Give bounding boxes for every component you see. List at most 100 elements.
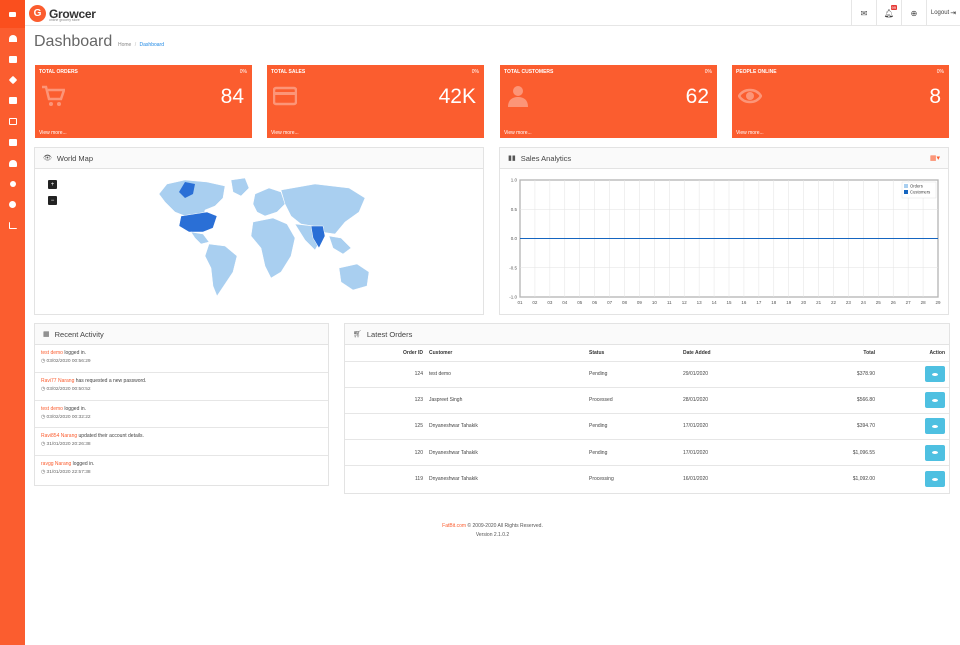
x-tick-label: 04	[562, 300, 568, 305]
messages-button[interactable]: ✉	[851, 0, 876, 26]
x-tick-label: 15	[726, 300, 732, 305]
logout-label: Logout	[930, 10, 950, 16]
logo[interactable]: G Growcer online grocery store	[29, 5, 96, 22]
india-shape	[310, 225, 326, 249]
latest-orders-panel: 🛒︎ Latest Orders Order ID Customer Statu…	[344, 323, 950, 494]
sidebar-item-dashboard[interactable]	[0, 28, 25, 49]
x-tick-label: 12	[682, 300, 688, 305]
envelope-icon: ✉	[860, 8, 868, 18]
notifications-button[interactable]: 🔔︎ 99	[876, 0, 901, 26]
clock-icon: ◷	[41, 359, 47, 364]
stat-label: TOTAL SALES	[271, 69, 306, 75]
x-tick-label: 08	[622, 300, 628, 305]
activity-time: 31/01/2020 22:57:38	[46, 470, 91, 476]
view-order-button[interactable]	[925, 418, 945, 435]
sidebar-item-mail[interactable]	[0, 49, 25, 70]
x-tick-label: 23	[846, 300, 852, 305]
activity-user-link[interactable]: test demo	[41, 405, 63, 412]
view-order-button[interactable]	[925, 471, 945, 488]
stat-label: PEOPLE ONLINE	[736, 69, 777, 75]
activity-text: has requested a new password.	[74, 377, 147, 384]
stat-view-more-link[interactable]: View more...	[504, 130, 532, 136]
order-status: Processed	[589, 387, 683, 414]
australia-shape	[338, 263, 370, 291]
sidebar-item-orders[interactable]	[0, 132, 25, 153]
stat-value: 42K	[438, 85, 476, 108]
eye-icon	[738, 88, 762, 104]
map-zoom-in-button[interactable]: +	[48, 180, 57, 189]
stat-value: 8	[929, 85, 941, 108]
activity-user-link[interactable]: Ravi77 Narang	[41, 377, 75, 384]
cart-icon: 🛒︎	[353, 331, 362, 338]
world-map[interactable]	[145, 176, 375, 306]
order-total: $1,096.55	[771, 439, 875, 467]
stat-label: TOTAL ORDERS	[39, 69, 78, 75]
sidebar-item-reports[interactable]	[0, 215, 25, 236]
activity-item: Ravi854 Narang updated their account det…	[35, 428, 328, 457]
eye-icon: 👁︎	[43, 155, 52, 162]
topbar: G Growcer online grocery store ✉ 🔔︎ 99 ⊕…	[25, 0, 960, 26]
share-icon	[9, 180, 16, 187]
cart-icon	[8, 138, 17, 146]
activity-user-link[interactable]: ravgg Narang	[41, 461, 72, 468]
stat-card-total-customers: TOTAL CUSTOMERS 0% 62 View more...	[500, 65, 717, 138]
col-header-total: Total	[771, 345, 875, 362]
sidebar-item-tags[interactable]	[0, 70, 25, 91]
footer-brand-link[interactable]: FatBit.com	[442, 523, 467, 529]
tags-icon	[8, 75, 17, 85]
recent-activity-title: Recent Activity	[54, 329, 104, 339]
x-tick-label: 07	[607, 300, 613, 305]
breadcrumb-separator: /	[134, 42, 137, 48]
order-customer: Jaspreet Singh	[423, 387, 589, 414]
sales-analytics-title: Sales Analytics	[520, 153, 572, 163]
activity-text: logged in.	[71, 461, 95, 468]
sidebar-item-monitor[interactable]	[0, 111, 25, 132]
sidebar-item-shop[interactable]	[0, 90, 25, 111]
x-tick-label: 24	[861, 300, 867, 305]
app-tagline: online grocery store	[49, 18, 80, 22]
x-tick-label: 28	[921, 300, 927, 305]
sales-chart: 1.0 0.5 0.0 -0.5 -1.001 02 03 04 05 06 07 08 09 10 11 1…	[509, 178, 941, 306]
order-customer: Dnyaneshwar Tahakik	[423, 413, 589, 441]
col-header-status: Status	[589, 345, 683, 362]
stat-card-total-sales: TOTAL SALES 0% 42K View more...	[267, 65, 484, 138]
stat-view-more-link[interactable]: View more...	[39, 130, 67, 136]
order-total: $1,092.00	[852, 476, 875, 483]
breadcrumb-home[interactable]: Home	[118, 42, 132, 48]
stat-view-more-link[interactable]: View more...	[736, 130, 764, 136]
map-zoom-out-button[interactable]: −	[48, 196, 57, 205]
user-icon	[508, 86, 528, 107]
clock-icon: ◷	[41, 442, 47, 448]
activity-user-link[interactable]: Ravi854 Narang	[41, 433, 78, 440]
sidebar-item-share[interactable]	[0, 174, 25, 195]
bar-chart-icon: ▮▮	[508, 155, 516, 162]
view-order-button[interactable]	[925, 392, 945, 409]
activity-time: 03/02/2020 00:50:52	[46, 386, 91, 392]
x-tick-label: 22	[831, 300, 837, 305]
sidebar	[0, 0, 25, 645]
usa-shape	[178, 211, 218, 233]
x-tick-label: 11	[667, 300, 672, 305]
logout-button[interactable]: Logout ⇥	[926, 0, 960, 26]
order-total: $566.80	[771, 387, 875, 414]
clock-icon: ◷	[41, 414, 47, 420]
eye-icon	[932, 372, 938, 376]
shop-icon	[8, 97, 17, 105]
bell-icon: 🔔︎	[883, 8, 895, 18]
x-tick-label: 25	[876, 300, 882, 305]
view-order-button[interactable]	[925, 366, 945, 383]
sidebar-item-settings[interactable]	[0, 194, 25, 215]
view-order-button[interactable]	[925, 444, 945, 461]
stat-label: TOTAL CUSTOMERS	[504, 69, 554, 75]
sidebar-item-users[interactable]	[0, 153, 25, 174]
sidebar-toggle-button[interactable]	[0, 0, 25, 28]
help-button[interactable]: ⊕	[901, 0, 926, 26]
calendar-dropdown-button[interactable]: ▦▾	[929, 155, 940, 162]
activity-user-link[interactable]: test demo	[41, 350, 63, 356]
cart-icon	[42, 85, 65, 106]
stat-value: 84	[220, 85, 244, 108]
activity-item: test demo logged in. ◷ 03/02/2020 00:56:…	[35, 345, 328, 373]
page-title: Dashboard	[34, 33, 113, 50]
activity-time: 03/02/2020 00:32:22	[46, 414, 91, 420]
stat-view-more-link[interactable]: View more...	[271, 130, 299, 136]
